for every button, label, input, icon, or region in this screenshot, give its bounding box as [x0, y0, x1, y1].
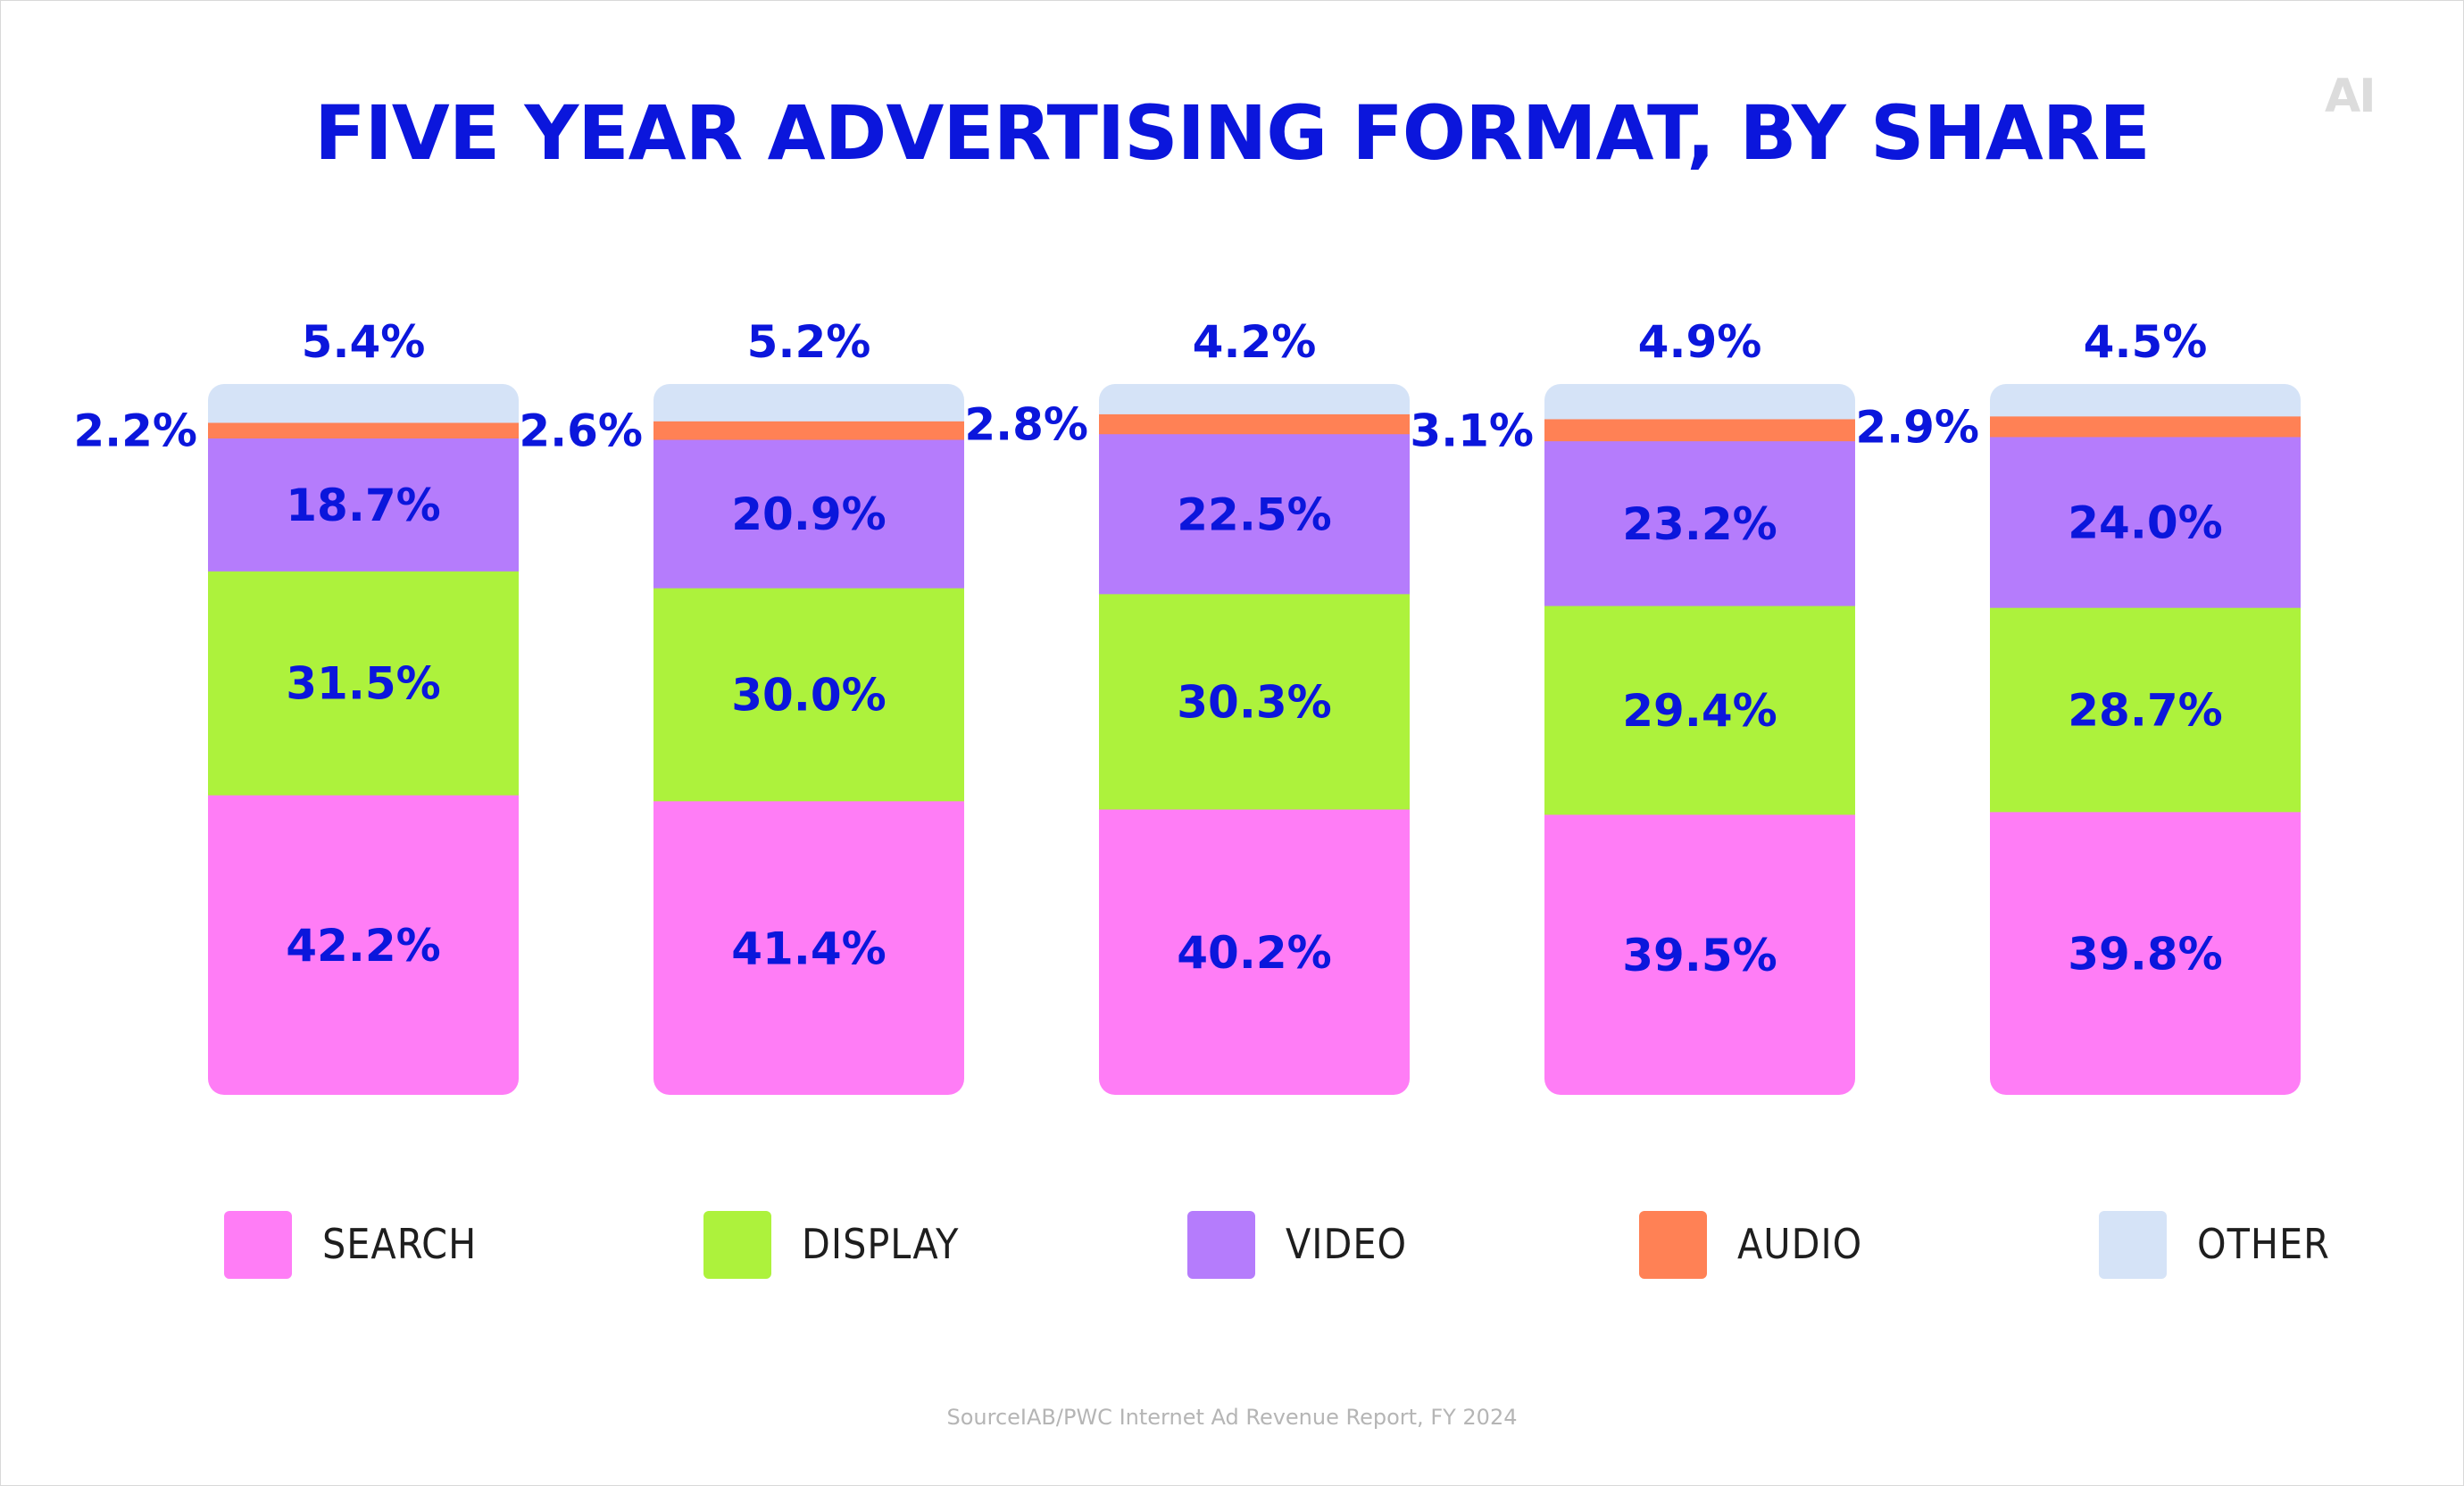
data-label-display: 30.0%	[731, 670, 886, 722]
data-label-audio: 2.8%	[964, 399, 1088, 451]
data-label-other: 4.9%	[1638, 316, 1762, 368]
data-label-audio: 2.2%	[73, 405, 197, 457]
bar-segment-other	[208, 384, 519, 423]
bar-segment-video	[1544, 440, 1855, 606]
bar-segment-video	[1099, 433, 1410, 595]
brand-logo: AI	[2325, 70, 2377, 123]
data-label-audio: 2.9%	[1855, 401, 1979, 453]
data-label-display: 28.7%	[2068, 685, 2222, 737]
legend-label-search: SEARCH	[322, 1220, 478, 1268]
bar-segment-display	[653, 588, 964, 802]
source-note: SourceIAB/PWC Internet Ad Revenue Report…	[946, 1405, 1518, 1430]
chart-title: FIVE YEAR ADVERTISING FORMAT, BY SHARE	[314, 89, 2151, 177]
chart-legend: SEARCH DISPLAY VIDEO AUDIO OTHER	[0, 1211, 2464, 1279]
bar-stack	[208, 384, 519, 1095]
bar-segment-search	[1544, 814, 1855, 1095]
data-label-other: 4.2%	[1193, 316, 1317, 368]
bar-stack	[1990, 384, 2301, 1095]
legend-label-display: DISPLAY	[802, 1220, 960, 1268]
bar-segment-audio	[208, 422, 519, 438]
bar-stack	[1099, 384, 1410, 1095]
data-label-display: 29.4%	[1622, 685, 1777, 737]
data-label-display: 31.5%	[286, 658, 440, 710]
bar-segment-search	[1990, 811, 2301, 1095]
bar-segment-audio	[653, 421, 964, 440]
bar-segment-video	[208, 438, 519, 572]
data-label-other: 4.5%	[2084, 316, 2208, 368]
data-label-video: 22.5%	[1177, 488, 1331, 540]
data-label-video: 18.7%	[286, 480, 440, 531]
data-label-search: 42.2%	[286, 920, 440, 972]
data-label-search: 40.2%	[1177, 927, 1331, 979]
bar-stack	[1544, 384, 1855, 1095]
legend-label-other: OTHER	[2197, 1220, 2330, 1268]
legend-swatch-audio	[1639, 1211, 1707, 1279]
bar-segment-other	[653, 384, 964, 422]
legend-swatch-video	[1187, 1211, 1255, 1279]
bar-segment-search	[653, 800, 964, 1095]
bar-segment-display	[1099, 593, 1410, 810]
data-label-other: 5.2%	[747, 316, 871, 368]
bar-segment-display	[208, 571, 519, 796]
data-label-search: 39.5%	[1622, 930, 1777, 981]
bar-segment-other	[1099, 384, 1410, 414]
legend-label-audio: AUDIO	[1737, 1220, 1863, 1268]
bar-segment-other	[1990, 384, 2301, 417]
legend-swatch-search	[224, 1211, 292, 1279]
data-label-audio: 2.6%	[519, 405, 643, 457]
data-label-video: 20.9%	[731, 488, 886, 540]
bar-segment-audio	[1990, 415, 2301, 438]
bar-segment-audio	[1544, 418, 1855, 442]
bar-segment-display	[1990, 607, 2301, 813]
bar-segment-audio	[1099, 413, 1410, 435]
legend-label-video: VIDEO	[1286, 1220, 1408, 1268]
bar-segment-video	[653, 439, 964, 589]
data-label-video: 23.2%	[1622, 498, 1777, 550]
legend-swatch-other	[2099, 1211, 2167, 1279]
bar-segment-video	[1990, 436, 2301, 608]
data-label-search: 39.8%	[2068, 928, 2222, 980]
legend-swatch-display	[703, 1211, 771, 1279]
data-label-video: 24.0%	[2068, 497, 2222, 549]
bar-segment-other	[1544, 384, 1855, 420]
data-label-other: 5.4%	[302, 316, 426, 368]
data-label-display: 30.3%	[1177, 676, 1331, 728]
data-label-audio: 3.1%	[1410, 405, 1534, 456]
bar-segment-search	[1099, 809, 1410, 1095]
data-label-search: 41.4%	[731, 922, 886, 974]
bar-segment-display	[1544, 605, 1855, 815]
bar-stack	[653, 384, 964, 1095]
bar-segment-search	[208, 795, 519, 1095]
